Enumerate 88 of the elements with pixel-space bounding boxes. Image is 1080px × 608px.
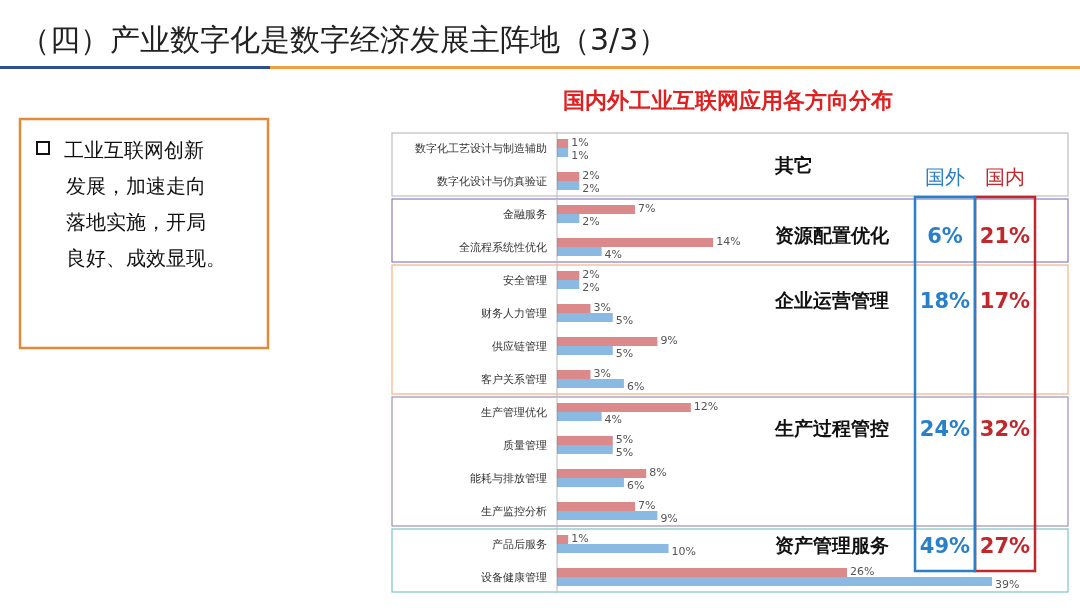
data-label: 2% bbox=[582, 182, 600, 195]
bar bbox=[557, 280, 580, 289]
bar bbox=[557, 403, 691, 412]
annotation: 32% bbox=[979, 417, 1031, 441]
annotation: 24% bbox=[919, 417, 971, 441]
annotation: 资源配置优化 bbox=[775, 224, 890, 246]
data-label: 4% bbox=[604, 248, 623, 261]
y-tick-label: 财务人力管理 bbox=[481, 307, 547, 320]
bar bbox=[557, 214, 580, 223]
annotation: 企业运营管理 bbox=[774, 289, 889, 311]
data-label: 12% bbox=[693, 400, 719, 413]
annotation: 生产过程管控 bbox=[774, 417, 889, 439]
data-label: 9% bbox=[660, 334, 678, 347]
y-tick-label: 生产管理优化 bbox=[481, 406, 547, 419]
bar bbox=[557, 271, 580, 280]
data-label: 8% bbox=[649, 466, 667, 479]
data-label: 5% bbox=[615, 446, 634, 459]
bar bbox=[557, 379, 624, 388]
bar bbox=[557, 172, 580, 181]
data-label: 6% bbox=[626, 479, 645, 492]
data-label: 6% bbox=[626, 380, 645, 393]
bar bbox=[557, 337, 658, 346]
bar bbox=[557, 346, 613, 355]
bar bbox=[557, 313, 613, 322]
annotation: 18% bbox=[919, 289, 971, 313]
bar bbox=[557, 511, 658, 520]
y-tick-label: 数字化工艺设计与制造辅助 bbox=[415, 142, 547, 155]
y-tick-label: 数字化设计与仿真验证 bbox=[437, 175, 547, 188]
bar bbox=[557, 247, 602, 256]
bar bbox=[557, 469, 647, 478]
text: 国内 bbox=[985, 165, 1025, 189]
annotation: 49% bbox=[919, 534, 971, 558]
data-label: 4% bbox=[604, 413, 623, 426]
data-label: 5% bbox=[615, 433, 634, 446]
bar bbox=[557, 205, 636, 214]
bar bbox=[557, 148, 569, 157]
y-tick-label: 全流程系统性优化 bbox=[459, 241, 547, 254]
chart-title: （四）产业数字化是数字经济发展主阵地（3/3） bbox=[20, 22, 669, 57]
bar bbox=[557, 535, 569, 544]
bar bbox=[557, 544, 669, 553]
bar bbox=[557, 370, 591, 379]
bar bbox=[557, 568, 847, 577]
bar bbox=[557, 238, 714, 247]
y-tick-label: 能耗与排放管理 bbox=[470, 472, 547, 485]
data-label: 10% bbox=[671, 545, 696, 558]
chart-subtitle: 国内外工业互联网应用各方向分布 bbox=[563, 88, 893, 113]
bar bbox=[557, 139, 569, 148]
data-label: 3% bbox=[593, 367, 611, 380]
data-label: 1% bbox=[571, 136, 589, 149]
annotation: 27% bbox=[979, 534, 1031, 558]
data-label: 7% bbox=[638, 202, 656, 215]
bar bbox=[557, 478, 624, 487]
annotation: 资产管理服务 bbox=[775, 534, 889, 556]
y-tick-label: 质量管理 bbox=[503, 439, 547, 452]
data-label: 2% bbox=[582, 169, 600, 182]
data-label: 2% bbox=[582, 215, 600, 228]
data-label: 1% bbox=[571, 532, 589, 545]
y-tick-label: 安全管理 bbox=[503, 274, 547, 287]
data-label: 1% bbox=[571, 149, 589, 162]
data-label: 5% bbox=[615, 314, 634, 327]
bar bbox=[557, 181, 580, 190]
bar bbox=[557, 412, 602, 421]
annotation: 6% bbox=[927, 224, 963, 248]
data-label: 3% bbox=[593, 301, 611, 314]
data-label: 9% bbox=[660, 512, 678, 525]
bar bbox=[557, 445, 613, 454]
y-tick-label: 产品后服务 bbox=[492, 538, 547, 551]
y-tick-label: 供应链管理 bbox=[492, 340, 547, 353]
data-label: 2% bbox=[582, 281, 600, 294]
y-tick-label: 设备健康管理 bbox=[481, 571, 547, 584]
data-label: 5% bbox=[615, 347, 634, 360]
y-tick-label: 生产监控分析 bbox=[481, 505, 547, 518]
data-label: 26% bbox=[850, 565, 875, 578]
text: 工业互联网创新发展，加速走向落地实施，开局良好、成效显现。 bbox=[64, 138, 226, 270]
y-tick-label: 金融服务 bbox=[503, 208, 547, 221]
text: 国外 bbox=[925, 165, 965, 189]
bar bbox=[557, 577, 992, 586]
bar bbox=[557, 436, 613, 445]
annotation: 17% bbox=[979, 289, 1031, 313]
bar bbox=[557, 502, 636, 511]
data-label: 7% bbox=[638, 499, 656, 512]
data-label: 14% bbox=[716, 235, 741, 248]
bar bbox=[557, 304, 591, 313]
y-tick-label: 客户关系管理 bbox=[481, 373, 547, 386]
data-label: 2% bbox=[582, 268, 600, 281]
data-label: 39% bbox=[995, 578, 1020, 591]
annotation: 21% bbox=[979, 224, 1031, 248]
annotation: 其它 bbox=[774, 154, 813, 176]
